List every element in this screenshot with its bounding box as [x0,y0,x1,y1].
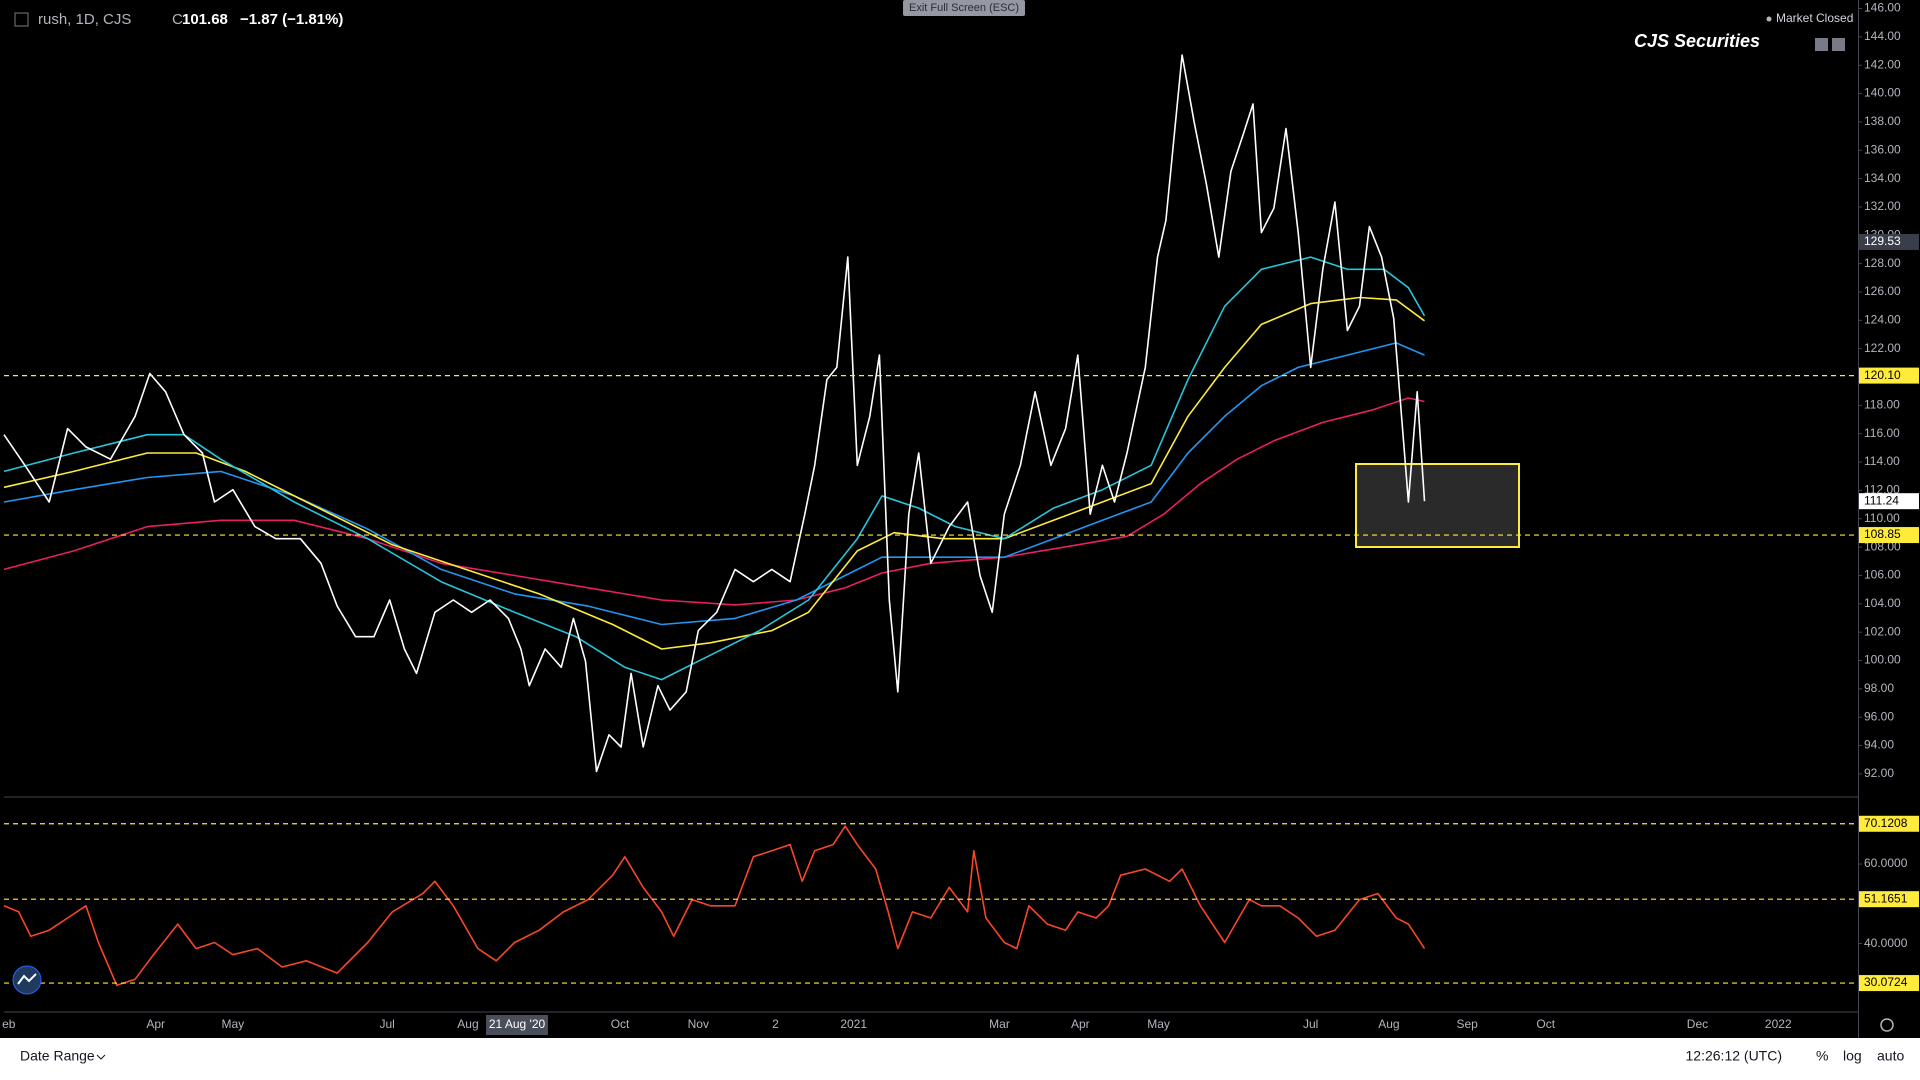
date-range[interactable]: Date Range [20,1048,95,1064]
y-tick-label: 126.00 [1864,284,1901,298]
auto-toggle[interactable]: auto [1877,1048,1904,1064]
level-tag-label: 30.0724 [1864,975,1908,989]
exit-button-label[interactable]: Exit Full Screen (ESC) [909,2,1019,14]
level-tag [1859,975,1919,992]
market-status: Market Closed [1776,11,1853,25]
y-tick-label: 124.00 [1864,312,1901,326]
status-dot [1766,16,1772,22]
price-tag [1859,493,1919,510]
x-tick-label: Aug [1378,1017,1399,1031]
level-tag [1859,891,1919,908]
y-tick-label: 144.00 [1864,29,1901,43]
y-tick-label: 116.00 [1864,426,1900,440]
x-tick-label: May [222,1017,245,1031]
y-tick-label: 110.00 [1864,511,1900,525]
change: −1.87 (−1.81%) [240,11,343,28]
y-tick-label: 98.00 [1864,681,1894,695]
x-tick-label: Oct [1536,1017,1555,1031]
y-tick-label: 122.00 [1864,341,1901,355]
y-tick-label: 92.00 [1864,766,1894,780]
level-tag-label: 51.1651 [1864,891,1908,905]
x-tick-label: 2021 [840,1017,867,1031]
price-tag [1859,233,1919,250]
y-tick-label: 146.00 [1864,1,1901,15]
y-tick-label: 128.00 [1864,256,1901,270]
y-tick-label: 114.00 [1864,454,1900,468]
close-prefix: C [172,11,183,28]
x-tick-label: Jul [1303,1017,1318,1031]
level-tag-label: 70.1208 [1864,816,1908,830]
level-tag [1859,527,1919,544]
y-tick-label: 132.00 [1864,199,1901,213]
x-tick-label: Sep [1456,1017,1478,1031]
y-tick-label: 106.00 [1864,568,1901,582]
y-tick-label: 140.00 [1864,86,1901,100]
exit-button[interactable] [903,0,1025,16]
y-tick-label: 104.00 [1864,596,1901,610]
symbol-icon[interactable] [14,12,29,27]
y-tick-label: 102.00 [1864,624,1901,638]
level-tag-label: 108.85 [1864,527,1901,541]
symbol[interactable]: rush, 1D, CJS [38,11,131,28]
y-tick-label: 94.00 [1864,738,1894,752]
y-tick-label: 40.0000 [1864,936,1908,950]
y-tick-label: 112.00 [1864,483,1900,497]
level-tag [1859,815,1919,832]
toolbar [0,1038,1920,1080]
series-line [3,397,1425,606]
series-line [3,54,1426,773]
percent-toggle[interactable]: % [1816,1048,1828,1064]
plot-area: 92.00 94.00 96.00 98.00 100.00 102.00 104.00 10… [2,1,1919,1031]
x-tick-label: Apr [146,1017,165,1031]
expand-button[interactable] [1832,38,1845,51]
x-tick-label: eb [2,1017,16,1031]
y-tick-label: 118.00 [1864,398,1900,412]
x-tick-label: Aug [457,1017,478,1031]
crosshair-date: 21 Aug '20 [489,1017,546,1031]
y-tick-label: 138.00 [1864,114,1901,128]
x-tick-label: Nov [688,1017,709,1031]
y-tick-label: 142.00 [1864,57,1901,71]
series-line [3,256,1426,681]
x-tick-label: Oct [611,1017,630,1031]
dropdown-arrow [96,1054,106,1060]
clock: 12:26:12 (UTC) [1686,1048,1782,1064]
price-tag-label: 111.24 [1864,493,1899,507]
x-tick-label: Dec [1687,1017,1708,1031]
y-tick-label: 134.00 [1864,171,1901,185]
log-toggle[interactable]: log [1843,1048,1862,1064]
crosshair-date-box [486,1015,548,1035]
series-line [3,825,1426,987]
logo-mark [17,973,37,985]
x-tick-label: Mar [989,1017,1010,1031]
y-tick-label: 100.00 [1864,653,1901,667]
level-tag-label: 120.10 [1864,368,1901,382]
y-tick-label: 136.00 [1864,142,1901,156]
watermark: CJS Securities [1634,31,1760,51]
y-tick-label: 60.0000 [1864,856,1908,870]
collapse-button[interactable] [1815,38,1828,51]
x-tick-label: Apr [1071,1017,1090,1031]
highlight-box [1355,463,1520,548]
price-tag-label: 129.53 [1864,234,1901,248]
settings-icon[interactable] [1880,1018,1894,1032]
series-line [3,296,1425,650]
x-tick-label: Jul [379,1017,394,1031]
x-tick-label: 2 [772,1017,779,1031]
level-tag [1859,367,1919,384]
x-tick-label: May [1147,1017,1170,1031]
x-tick-label: 2022 [1765,1017,1792,1031]
y-tick-label: 96.00 [1864,709,1894,723]
close-value: 101.68 [182,11,228,28]
